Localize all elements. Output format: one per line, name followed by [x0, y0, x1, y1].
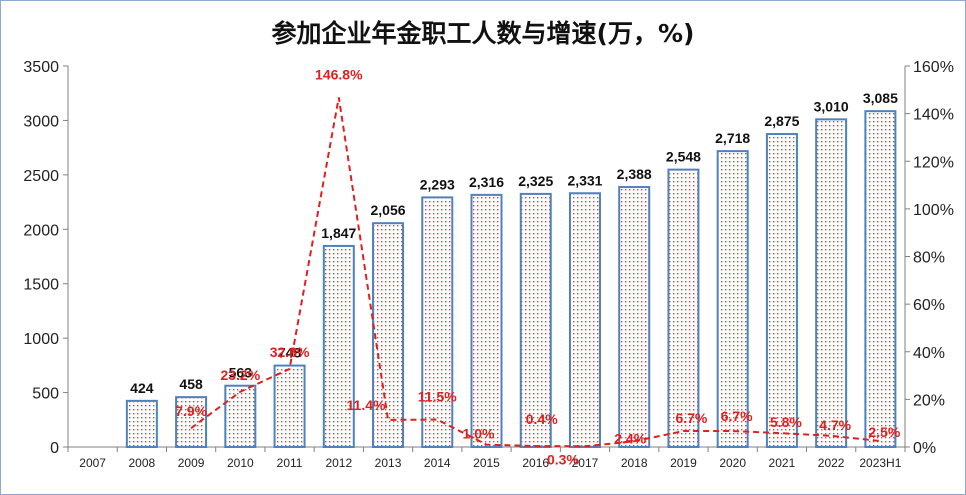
bar-value-label: 748 — [278, 345, 302, 361]
bar-value-label: 563 — [229, 365, 253, 381]
x-tick-label: 2015 — [473, 456, 500, 470]
right-tick-label: 100% — [913, 202, 954, 219]
bar-value-label: 2,548 — [666, 149, 701, 165]
x-tick-label: 2018 — [621, 456, 648, 470]
bar — [765, 133, 798, 449]
x-tick-label: 2012 — [325, 456, 352, 470]
bar — [519, 192, 552, 448]
bar — [224, 384, 257, 449]
x-tick-label: 2010 — [227, 456, 254, 470]
x-tick-label: 2013 — [375, 456, 402, 470]
right-tick-label: 140% — [913, 107, 954, 124]
left-tick-label: 1500 — [23, 277, 59, 294]
bar-value-label: 3,085 — [863, 90, 898, 106]
growth-rate-label: 4.7% — [819, 417, 851, 433]
growth-rate-label: 2.4% — [614, 430, 646, 446]
x-tick-label: 2007 — [79, 456, 106, 470]
right-tick-label: 120% — [913, 154, 954, 171]
bar-value-label: 2,316 — [469, 174, 504, 190]
bar — [568, 192, 601, 448]
bar — [864, 110, 897, 448]
left-tick-label: 1000 — [23, 331, 59, 348]
x-tick-label: 2019 — [670, 456, 697, 470]
bar-value-label: 2,718 — [715, 130, 750, 146]
bar — [421, 196, 454, 448]
bar-value-label: 3,010 — [814, 98, 849, 114]
bar — [815, 118, 848, 448]
growth-rate-label: 23.2% — [220, 367, 260, 383]
bar-value-label: 2,388 — [617, 166, 652, 182]
bar — [470, 193, 503, 448]
data-labels: 424 458 563 748 1,847 2,056 2,293 2,316 2,325 2,3… — [130, 66, 901, 467]
right-tick-label: 0% — [913, 440, 936, 457]
left-tick-label: 3000 — [23, 113, 59, 130]
left-tick-label: 2500 — [23, 168, 59, 185]
bar — [618, 186, 651, 449]
x-tick-label: 2011 — [277, 456, 303, 470]
growth-rate-label: 146.8% — [315, 66, 363, 82]
x-tick-label: 2022 — [818, 456, 845, 470]
x-tick-label: 2008 — [129, 456, 156, 470]
x-tick-label: 2021 — [769, 456, 796, 470]
growth-rate-label: 11.4% — [347, 397, 386, 413]
axes: 0 500 1000 1500 2000 2500 3000 3500 0% 20% 40% 60% 8… — [23, 59, 954, 470]
right-tick-label: 80% — [913, 250, 945, 267]
x-tick-label: 2009 — [178, 456, 205, 470]
right-tick-label: 60% — [913, 297, 945, 314]
bar-series — [125, 110, 897, 449]
growth-rate-label: 0.3% — [547, 451, 579, 467]
left-tick-label: 500 — [32, 386, 59, 403]
growth-rate-label: 6.7% — [721, 408, 753, 424]
bar-value-label: 2,325 — [518, 173, 553, 189]
growth-rate-label: 6.7% — [675, 410, 707, 426]
growth-rate-label: 1.0% — [463, 426, 495, 442]
x-tick-label: 2020 — [719, 456, 746, 470]
bar — [273, 364, 306, 448]
right-tick-label: 20% — [913, 392, 945, 409]
right-tick-label: 40% — [913, 345, 945, 362]
x-tick-label: 2016 — [522, 456, 549, 470]
chart-title: 参加企业年金职工人数与增速(万，%) — [271, 19, 695, 48]
x-tick-label: 2017 — [572, 456, 599, 470]
growth-rate-label: 0.4% — [526, 411, 558, 427]
bar — [175, 396, 208, 449]
bar-value-label: 458 — [179, 376, 203, 392]
left-tick-label: 2000 — [23, 222, 59, 239]
bar-value-label: 2,293 — [420, 176, 455, 192]
growth-rate-label: 2.5% — [868, 424, 900, 440]
bar — [667, 168, 700, 449]
left-tick-label: 3500 — [23, 59, 59, 76]
bar — [716, 150, 749, 448]
growth-line — [190, 97, 881, 448]
bar-value-label: 2,056 — [371, 202, 406, 218]
x-tick-label: 2014 — [424, 456, 451, 470]
growth-rate-label: 32.8% — [270, 344, 310, 360]
growth-line-series — [190, 97, 881, 448]
growth-rate-label: 5.8% — [770, 414, 802, 430]
bar-value-label: 2,875 — [764, 113, 799, 129]
bar — [322, 244, 355, 448]
bar-value-label: 1,847 — [321, 225, 356, 241]
growth-rate-label: 7.9% — [175, 403, 207, 419]
bar — [125, 399, 158, 449]
right-tick-label: 160% — [913, 59, 954, 76]
growth-rate-label: 11.5% — [418, 389, 457, 405]
left-tick-label: 0 — [50, 440, 59, 457]
bar — [372, 222, 405, 448]
bar-value-label: 2,331 — [567, 172, 602, 188]
x-tick-label: 2023H1 — [859, 456, 901, 470]
bar-value-label: 424 — [130, 380, 154, 396]
